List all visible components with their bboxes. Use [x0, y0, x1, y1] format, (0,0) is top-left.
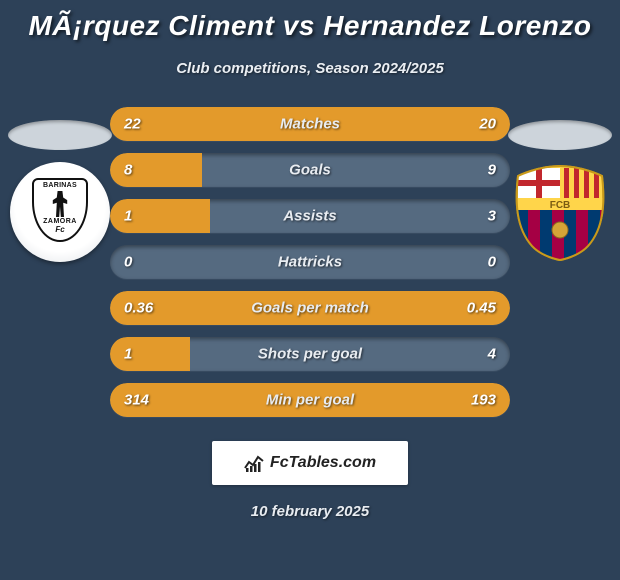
stat-bar: 8 Goals 9: [110, 153, 510, 187]
brand-name: FcTables.com: [270, 454, 376, 472]
stat-value-right: 0.45: [467, 300, 496, 317]
page-subtitle: Club competitions, Season 2024/2025: [0, 60, 620, 77]
stats-bar-list: 22 Matches 20 8 Goals 9 1 Assists 3 0 Hattricks 0 0.…: [110, 107, 510, 417]
date-text: 10 february 2025: [0, 503, 620, 520]
stat-value-right: 3: [488, 208, 496, 225]
brand-mark-icon: [244, 453, 264, 473]
stat-value-left: 0: [124, 254, 132, 271]
stat-label: Goals: [289, 162, 331, 179]
stat-value-left: 8: [124, 162, 132, 179]
stat-value-left: 1: [124, 208, 132, 225]
stat-bar: 314 Min per goal 193: [110, 383, 510, 417]
stat-bar: 0 Hattricks 0: [110, 245, 510, 279]
stat-label: Assists: [283, 208, 336, 225]
stat-value-left: 22: [124, 116, 141, 133]
brand-logo-box[interactable]: FcTables.com: [212, 441, 408, 485]
stat-bar: 1 Shots per goal 4: [110, 337, 510, 371]
stat-value-right: 4: [488, 346, 496, 363]
stat-value-right: 0: [488, 254, 496, 271]
stat-value-left: 0.36: [124, 300, 153, 317]
stat-value-left: 1: [124, 346, 132, 363]
stat-value-right: 193: [471, 392, 496, 409]
stat-value-left: 314: [124, 392, 149, 409]
stat-label: Hattricks: [278, 254, 342, 271]
stat-bar: 1 Assists 3: [110, 199, 510, 233]
stat-label: Matches: [280, 116, 340, 133]
stat-value-right: 9: [488, 162, 496, 179]
stat-label: Shots per goal: [258, 346, 362, 363]
stat-value-right: 20: [479, 116, 496, 133]
stat-bar: 22 Matches 20: [110, 107, 510, 141]
page-title: MÃ¡rquez Climent vs Hernandez Lorenzo: [0, 0, 620, 42]
stats-container: 22 Matches 20 8 Goals 9 1 Assists 3 0 Hattricks 0 0.…: [0, 107, 620, 417]
stat-fill-left: [110, 337, 190, 371]
stat-label: Min per goal: [266, 392, 354, 409]
stat-label: Goals per match: [251, 300, 369, 317]
stat-bar: 0.36 Goals per match 0.45: [110, 291, 510, 325]
